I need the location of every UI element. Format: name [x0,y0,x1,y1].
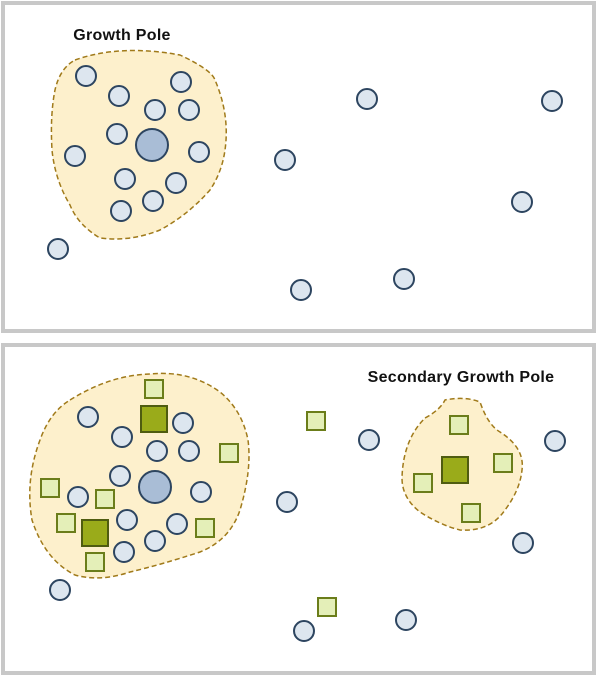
industry [461,503,481,523]
industry [95,489,115,509]
industry [449,415,469,435]
settlement [116,509,138,531]
city [138,470,172,504]
settlement [49,579,71,601]
settlement [178,99,200,121]
settlement [395,609,417,631]
settlement [541,90,563,112]
settlement [393,268,415,290]
major-industry [140,405,168,433]
settlement [114,168,136,190]
settlement [190,481,212,503]
settlement [356,88,378,110]
settlement [293,620,315,642]
industry [56,513,76,533]
industry [195,518,215,538]
settlement [110,200,132,222]
settlement [512,532,534,554]
city [135,128,169,162]
settlement [75,65,97,87]
settlement [188,141,210,163]
major-industry [81,519,109,547]
settlement [47,238,69,260]
industry [40,478,60,498]
settlement [511,191,533,213]
settlement [111,426,133,448]
industry [306,411,326,431]
industry [144,379,164,399]
industry [493,453,513,473]
settlement [166,513,188,535]
panel-label: Secondary Growth Pole [368,369,555,386]
settlement [170,71,192,93]
settlement [172,412,194,434]
industry [219,443,239,463]
panel-label: Growth Pole [73,27,171,44]
settlement [106,123,128,145]
settlement [109,465,131,487]
settlement [165,172,187,194]
settlement [142,190,164,212]
settlement [77,406,99,428]
settlement [144,530,166,552]
settlement [108,85,130,107]
settlement [144,99,166,121]
industry [85,552,105,572]
settlement [276,491,298,513]
settlement [64,145,86,167]
settlement [358,429,380,451]
settlement [544,430,566,452]
settlement [113,541,135,563]
settlement [146,440,168,462]
settlement [274,149,296,171]
industry [413,473,433,493]
settlement [290,279,312,301]
settlement [178,440,200,462]
settlement [67,486,89,508]
industry [317,597,337,617]
major-industry [441,456,469,484]
